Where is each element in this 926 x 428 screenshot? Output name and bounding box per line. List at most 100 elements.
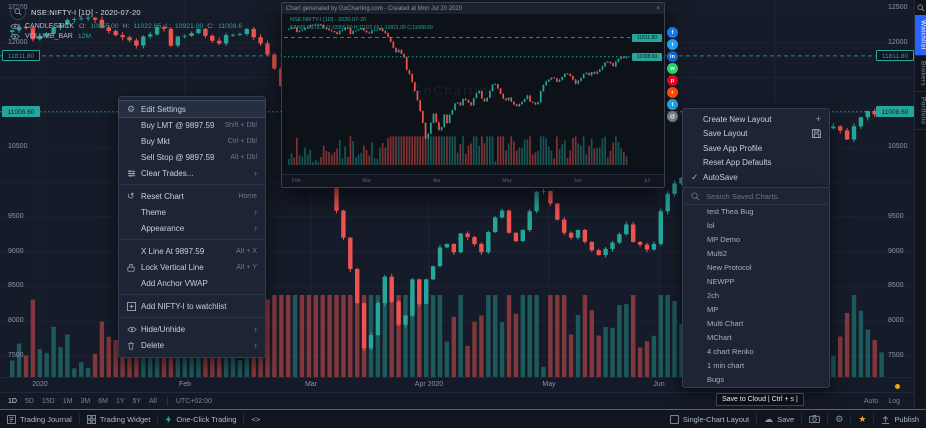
statusbar-label: <> bbox=[251, 414, 261, 424]
menu-item-add-anchor-vwap[interactable]: Add Anchor VWAP bbox=[119, 275, 265, 291]
menu-item-sell-stop-9897-59[interactable]: Sell Stop @ 9897.59 Alt + Dbl bbox=[119, 149, 265, 165]
range-button-5y[interactable]: 5Y bbox=[132, 397, 142, 405]
price-label[interactable]: 7500 bbox=[888, 352, 904, 359]
menu-item-delete[interactable]: Delete › bbox=[119, 337, 265, 353]
range-button-1m[interactable]: 1M bbox=[62, 397, 73, 405]
statusbar-[interactable]: <> bbox=[244, 410, 267, 428]
saved-chart-lol[interactable]: lol bbox=[707, 221, 715, 230]
saved-chart-mchart[interactable]: MChart bbox=[707, 333, 732, 342]
timezone-label[interactable]: UTC+02:00 bbox=[175, 397, 212, 405]
saved-chart-multi2[interactable]: Multi2 bbox=[707, 249, 728, 258]
range-button-1d[interactable]: 1D bbox=[8, 397, 17, 405]
range-button-15d[interactable]: 15D bbox=[41, 397, 55, 405]
close-icon[interactable]: × bbox=[656, 5, 660, 12]
scale-toggle-auto[interactable]: Auto bbox=[863, 397, 879, 405]
menu-item-reset-app-defaults[interactable]: Reset App Defaults bbox=[683, 156, 829, 171]
statusbar-label: One-Click Trading bbox=[176, 414, 237, 424]
price-label[interactable]: 8000 bbox=[888, 317, 904, 325]
menu-item-save-app-profile[interactable]: Save App Profile bbox=[683, 141, 829, 156]
price-label[interactable]: 9500 bbox=[888, 212, 904, 220]
twitter-icon[interactable]: t bbox=[667, 39, 678, 50]
saved-charts-search[interactable]: Search Saved Charts. bbox=[683, 188, 829, 205]
reddit-icon[interactable]: r bbox=[667, 87, 678, 98]
statusbar-single-chart-layout[interactable]: Single-Chart Layout bbox=[663, 410, 756, 428]
range-button-1y[interactable]: 1Y bbox=[115, 397, 125, 405]
saved-chart-4-chart-renko[interactable]: 4 chart Renko bbox=[707, 347, 754, 356]
pinterest-icon[interactable]: p bbox=[667, 75, 678, 86]
price-label[interactable]: 10500 bbox=[888, 143, 908, 151]
time-label[interactable]: 2020 bbox=[32, 381, 48, 388]
statusbar-star-button[interactable]: ★ bbox=[851, 410, 873, 428]
symbol-search-button[interactable] bbox=[10, 4, 26, 20]
rail-tab-portfolio[interactable]: Portfolio bbox=[914, 92, 926, 131]
menu-item-hide-unhide[interactable]: Hide/Unhide › bbox=[119, 321, 265, 337]
statusbar-camera-button[interactable] bbox=[802, 410, 827, 428]
saved-chart-2ch[interactable]: 2ch bbox=[707, 291, 720, 300]
time-label[interactable]: Apr 2020 bbox=[414, 381, 444, 388]
notification-dot bbox=[895, 384, 900, 389]
menu-item-edit-settings[interactable]: ⚙ Edit Settings bbox=[118, 100, 266, 118]
price-label[interactable]: 8000 bbox=[8, 317, 24, 325]
saved-chart-mp[interactable]: MP bbox=[707, 305, 719, 314]
shortcut-label: Ctrl + Dbl bbox=[227, 137, 257, 145]
whatsapp-icon[interactable]: w bbox=[667, 63, 678, 74]
menu-item-save-layout[interactable]: Save Layout bbox=[683, 127, 829, 142]
menu-item-add-nifty-i-to-watchlist[interactable]: Add NIFTY-I to watchlist bbox=[119, 298, 265, 314]
search-placeholder: Search Saved Charts. bbox=[706, 191, 780, 201]
range-button-6m[interactable]: 6M bbox=[98, 397, 108, 405]
range-button-all[interactable]: All bbox=[149, 397, 157, 405]
menu-item-clear-trades[interactable]: Clear Trades... › bbox=[119, 165, 265, 181]
statusbar-label: Trading Widget bbox=[99, 414, 151, 424]
statusbar-trading-journal[interactable]: Trading Journal bbox=[0, 410, 79, 428]
price-label[interactable]: 9500 bbox=[8, 212, 24, 220]
saved-chart-test-thea-bug[interactable]: test Thea Bug bbox=[707, 207, 754, 216]
price-label[interactable]: 12500 bbox=[888, 4, 908, 11]
menu-item-x-line-at-9897-59[interactable]: X Line At 9897.59 Alt + X bbox=[119, 243, 265, 259]
time-label[interactable]: May bbox=[542, 381, 556, 388]
price-label[interactable]: 8500 bbox=[888, 282, 904, 290]
menu-item-lock-vertical-line[interactable]: Lock Vertical Line Alt + Y bbox=[119, 259, 265, 275]
menu-item-appearance[interactable]: Appearance › bbox=[119, 220, 265, 236]
ohlc-values: O: 10955.00 H: 11022.65 L: 10921.00 C: 11008.6 bbox=[79, 23, 242, 30]
rail-tab-watchlist[interactable]: Watchlist bbox=[914, 15, 926, 56]
linkedin-icon[interactable]: in bbox=[667, 51, 678, 62]
price-label[interactable]: 12000 bbox=[8, 38, 28, 46]
menu-item-theme[interactable]: Theme › bbox=[119, 204, 265, 220]
saved-chart-mp-demo[interactable]: MP Demo bbox=[707, 235, 741, 244]
rail-tab-brokers[interactable]: Brokers bbox=[914, 56, 926, 92]
price-label[interactable]: 12000 bbox=[888, 38, 908, 46]
price-label[interactable]: 10500 bbox=[8, 143, 28, 151]
saved-chart-new-protocol[interactable]: New Protocol bbox=[707, 263, 752, 272]
menu-item-buy-lmt-9897-59[interactable]: Buy LMT @ 9897.59 Shift + Dbl bbox=[119, 117, 265, 133]
range-button-5d[interactable]: 5D bbox=[24, 397, 34, 405]
statusbar-one-click-trading[interactable]: One-Click Trading bbox=[158, 410, 243, 428]
price-label[interactable]: 8500 bbox=[8, 282, 24, 290]
telegram-icon[interactable]: t bbox=[667, 99, 678, 110]
menu-item-reset-chart[interactable]: ↺ Reset Chart Home bbox=[119, 188, 265, 204]
price-label[interactable]: 7500 bbox=[8, 352, 24, 359]
search-icon[interactable] bbox=[916, 4, 925, 12]
eye-icon[interactable] bbox=[10, 33, 20, 40]
time-label[interactable]: Mar bbox=[304, 381, 318, 388]
menu-item-buy-mkt[interactable]: Buy Mkt Ctrl + Dbl bbox=[119, 133, 265, 149]
eye-icon[interactable] bbox=[10, 23, 20, 30]
price-label[interactable]: 9000 bbox=[888, 247, 904, 255]
statusbar-publish[interactable]: Publish bbox=[874, 410, 926, 428]
menu-item-label: Clear Trades... bbox=[141, 168, 194, 178]
statusbar-trading-widget[interactable]: Trading Widget bbox=[80, 410, 158, 428]
saved-chart-1-min-chart[interactable]: 1 min chart bbox=[707, 361, 745, 370]
menu-item-create-new-layout[interactable]: Create New Layout + bbox=[683, 112, 829, 127]
menu-item-autosave[interactable]: ✓ AutoSave bbox=[683, 170, 829, 185]
saved-chart-multi-chart[interactable]: Multi Chart bbox=[707, 319, 744, 328]
scale-toggle-log[interactable]: Log bbox=[888, 397, 900, 405]
time-label[interactable]: Feb bbox=[178, 381, 192, 388]
statusbar-save[interactable]: ☁ Save bbox=[757, 410, 801, 428]
facebook-icon[interactable]: f bbox=[667, 27, 678, 38]
email-icon[interactable]: @ bbox=[667, 111, 678, 122]
time-label[interactable]: Jun bbox=[653, 381, 665, 388]
statusbar-gear-button[interactable]: ⚙ bbox=[828, 410, 850, 428]
saved-chart-newpp[interactable]: NEWPP bbox=[707, 277, 735, 286]
saved-chart-bugs[interactable]: Bugs bbox=[707, 375, 725, 384]
price-label[interactable]: 9000 bbox=[8, 247, 24, 255]
range-button-3m[interactable]: 3M bbox=[80, 397, 91, 405]
